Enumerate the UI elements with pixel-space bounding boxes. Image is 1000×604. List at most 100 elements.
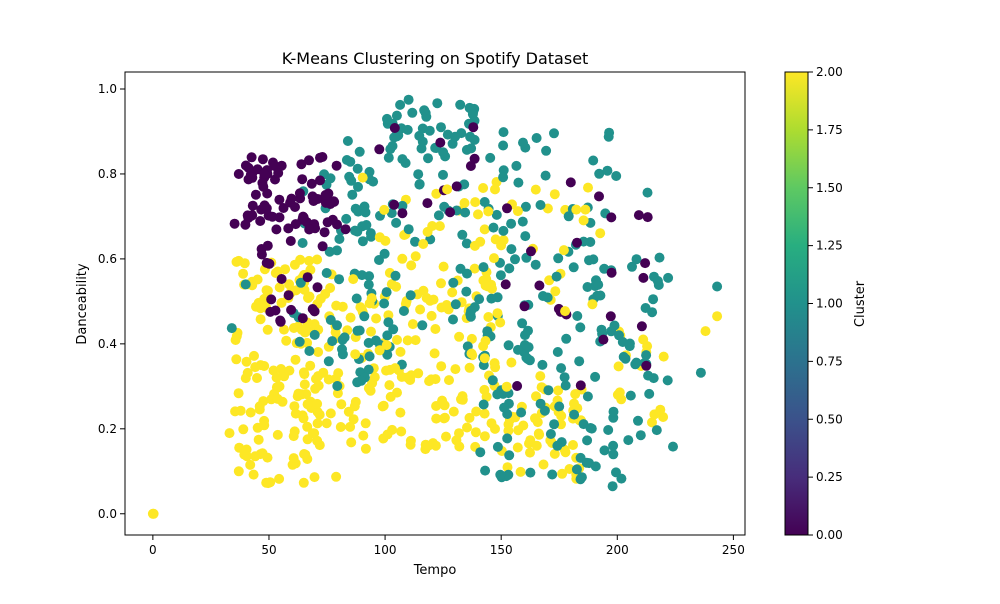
scatter-point: [627, 261, 637, 272]
scatter-point: [405, 439, 416, 450]
scatter-point: [284, 365, 295, 376]
scatter-point: [246, 152, 257, 163]
colorbar-tick-label: 1.00: [816, 297, 843, 311]
scatter-point: [576, 472, 587, 483]
scatter-point: [464, 362, 475, 373]
scatter-point: [384, 380, 395, 391]
scatter-point: [611, 171, 622, 181]
scatter-point: [479, 431, 490, 442]
scatter-point: [625, 390, 636, 401]
scatter-point: [480, 465, 491, 476]
colorbar: 0.00 0.25 0.50 0.75 1.00 1.25 1.50 1.75 2.00 Clu…: [784, 65, 868, 542]
scatter-point: [549, 448, 560, 459]
scatter-point: [471, 406, 482, 417]
scatter-point: [479, 224, 490, 235]
scatter-point: [382, 330, 393, 341]
scatter-point: [558, 245, 569, 256]
scatter-point: [652, 276, 663, 286]
scatter-point: [489, 253, 499, 264]
scatter-point: [537, 359, 548, 370]
scatter-point: [349, 401, 360, 412]
scatter-point: [298, 477, 309, 488]
scatter-point: [266, 294, 277, 305]
scatter-point: [695, 367, 706, 378]
scatter-point: [255, 303, 266, 314]
scatter-point: [262, 324, 273, 335]
scatter-point: [575, 322, 586, 333]
scatter-point: [392, 334, 402, 345]
scatter-point: [321, 268, 332, 278]
scatter-point: [383, 152, 394, 163]
scatter-point: [535, 371, 546, 382]
scatter-point: [439, 413, 449, 424]
scatter-point: [363, 383, 374, 394]
scatter-point: [250, 451, 261, 462]
scatter-point: [308, 195, 319, 206]
scatter-point: [262, 188, 273, 199]
scatter-point: [595, 228, 606, 239]
scatter-point: [382, 349, 393, 360]
scatter-point: [421, 293, 432, 303]
scatter-point: [512, 381, 523, 391]
scatter-point: [569, 409, 580, 420]
scatter-point: [424, 376, 435, 387]
x-tick-label: 250: [722, 543, 745, 557]
scatter-point: [333, 368, 344, 379]
x-axis: 0 50 100 150 200 250: [149, 535, 745, 557]
scatter-point: [426, 310, 437, 321]
scatter-point: [641, 350, 652, 361]
scatter-point: [335, 422, 346, 432]
scatter-point: [498, 225, 509, 236]
scatter-point: [265, 306, 276, 317]
scatter-point: [585, 423, 596, 433]
scatter-point: [516, 407, 527, 418]
scatter-point: [545, 429, 556, 439]
scatter-point: [483, 206, 494, 217]
scatter-point: [273, 168, 284, 178]
scatter-point: [599, 445, 610, 456]
scatter-point: [238, 268, 249, 279]
scatter-point: [310, 322, 321, 333]
scatter-point: [549, 419, 560, 430]
scatter-point: [337, 349, 348, 360]
scatter-point: [245, 459, 256, 470]
colorbar-tick-label: 0.25: [816, 470, 843, 484]
scatter-point: [534, 280, 545, 291]
scatter-point: [473, 209, 483, 220]
scatter-point: [478, 399, 489, 410]
scatter-point: [271, 372, 282, 383]
scatter-point: [347, 189, 358, 200]
scatter-point: [575, 380, 586, 391]
scatter-point: [635, 430, 646, 441]
scatter-point: [423, 440, 434, 451]
scatter-point: [267, 211, 278, 222]
scatter-point: [346, 437, 357, 448]
scatter-point: [321, 418, 332, 429]
x-tick-label: 50: [261, 543, 276, 557]
scatter-point: [348, 414, 359, 425]
scatter-point: [361, 220, 372, 230]
scatter-point: [417, 123, 428, 134]
scatter-point: [550, 286, 561, 297]
scatter-point: [570, 389, 581, 400]
scatter-point: [390, 270, 401, 281]
scatter-point: [462, 422, 472, 433]
scatter-point: [429, 348, 440, 359]
scatter-point: [240, 160, 251, 171]
scatter-point: [662, 375, 673, 386]
scatter-point: [608, 440, 619, 451]
scatter-point: [454, 428, 464, 439]
scatter-point: [336, 399, 347, 410]
scatter-point: [603, 131, 614, 142]
scatter-point: [590, 461, 601, 472]
scatter-point: [483, 312, 494, 322]
scatter-point: [302, 434, 313, 445]
scatter-point: [633, 415, 643, 426]
scatter-point: [492, 308, 503, 319]
scatter-point: [276, 274, 287, 284]
scatter-point: [658, 351, 669, 362]
scatter-point: [542, 203, 553, 214]
scatter-point: [531, 133, 542, 143]
scatter-point: [304, 224, 315, 235]
